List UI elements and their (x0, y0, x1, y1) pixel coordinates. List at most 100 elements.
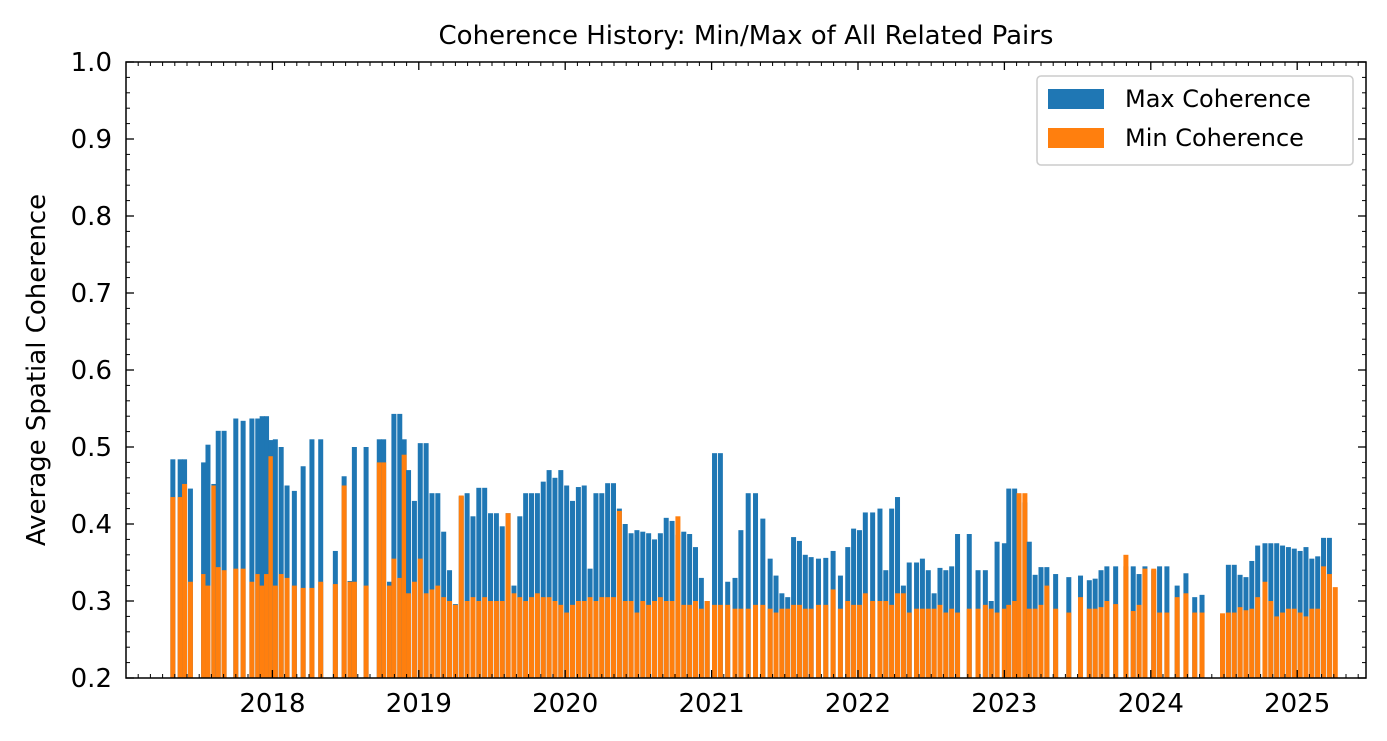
bar-min (376, 462, 382, 678)
bar-min (889, 604, 895, 678)
bar-min (177, 497, 183, 678)
bar-min (1022, 493, 1028, 678)
bar-min (1225, 612, 1231, 678)
bar-min (381, 462, 387, 678)
bar-min (906, 612, 912, 678)
bar-min (534, 593, 540, 678)
bar-min (669, 601, 675, 678)
bar-max (476, 487, 482, 678)
bar-min (1012, 601, 1018, 678)
bar-min (441, 597, 447, 678)
bar-min (347, 581, 353, 678)
bar-min (1136, 604, 1142, 678)
bar-min (187, 581, 193, 678)
bar-min (704, 601, 710, 678)
bar-max (259, 416, 265, 678)
bar-min (870, 601, 876, 678)
bar-min (919, 608, 925, 678)
bar-max (272, 439, 278, 678)
bar-min (255, 574, 261, 678)
bar-min (611, 597, 617, 678)
bar-min (1174, 597, 1180, 678)
bar-min (272, 585, 278, 678)
bar-min (830, 589, 836, 678)
bar-max (738, 530, 744, 678)
bar-min (233, 568, 239, 678)
bar-min (657, 597, 663, 678)
bar-min (646, 604, 652, 678)
bar-max (856, 530, 862, 678)
bar-max (205, 444, 211, 678)
bar-max (611, 483, 617, 678)
bar-min (949, 608, 955, 678)
bar-max (552, 477, 558, 678)
bar-min (170, 497, 176, 678)
x-tick-label: 2021 (679, 689, 745, 719)
bar-min (1078, 597, 1084, 678)
bar-min (652, 601, 657, 678)
bar-min (791, 604, 797, 678)
bar-min (309, 587, 315, 678)
bar-max (593, 493, 599, 678)
x-tick-label: 2023 (971, 689, 1037, 719)
bar-max (575, 487, 581, 678)
bar-max (966, 534, 972, 678)
bar-max (1280, 545, 1286, 678)
bar-min (1104, 601, 1110, 678)
bar-min (1255, 597, 1261, 678)
bar-max (634, 530, 640, 678)
bar-max (994, 541, 1000, 678)
bars-group (170, 413, 1338, 678)
bar-max (391, 413, 397, 678)
bar-min (738, 608, 744, 678)
x-tick-label: 2019 (386, 689, 452, 719)
bar-min (1044, 585, 1050, 678)
legend-swatch-max (1048, 89, 1104, 109)
bar-min (529, 597, 535, 678)
bar-min (564, 612, 570, 678)
bar-min (1038, 604, 1044, 678)
bar-max (599, 493, 605, 678)
bar-min (1098, 607, 1104, 678)
bar-min (476, 601, 482, 678)
bar-max (464, 493, 470, 678)
bar-min (493, 601, 499, 678)
bar-min (1164, 612, 1170, 678)
bar-min (575, 601, 581, 678)
bar-max (278, 447, 284, 678)
bar-max (493, 513, 499, 678)
y-tick-label: 0.2 (71, 664, 112, 694)
bar-min (687, 604, 693, 678)
bar-max (1012, 488, 1018, 678)
bar-min (264, 574, 270, 678)
bar-min (862, 593, 868, 678)
bar-max (663, 517, 669, 678)
bar-min (240, 568, 246, 678)
bar-max (1006, 488, 1012, 678)
bar-min (215, 567, 221, 678)
bar-min (779, 608, 785, 678)
bar-min (1123, 554, 1129, 678)
bar-min (411, 581, 417, 678)
bar-max (1303, 547, 1309, 678)
bar-min (1262, 581, 1268, 678)
bar-min (452, 604, 458, 678)
bar-max (570, 500, 576, 678)
bar-max (717, 453, 723, 678)
bar-min (931, 608, 937, 678)
bar-max (955, 534, 961, 678)
y-tick-label: 0.6 (71, 356, 112, 386)
bar-max (406, 470, 412, 678)
bar-min (845, 601, 851, 678)
bar-min (211, 485, 217, 678)
bar-min (732, 608, 738, 678)
bar-min (1231, 612, 1237, 678)
x-tick-label: 2018 (239, 689, 305, 719)
bar-min (363, 585, 369, 678)
bar-min (1032, 608, 1038, 678)
bar-min (1285, 608, 1291, 678)
bar-max (546, 470, 552, 678)
bar-min (1280, 612, 1286, 678)
bar-min (1151, 568, 1157, 678)
bar-min (593, 601, 599, 678)
